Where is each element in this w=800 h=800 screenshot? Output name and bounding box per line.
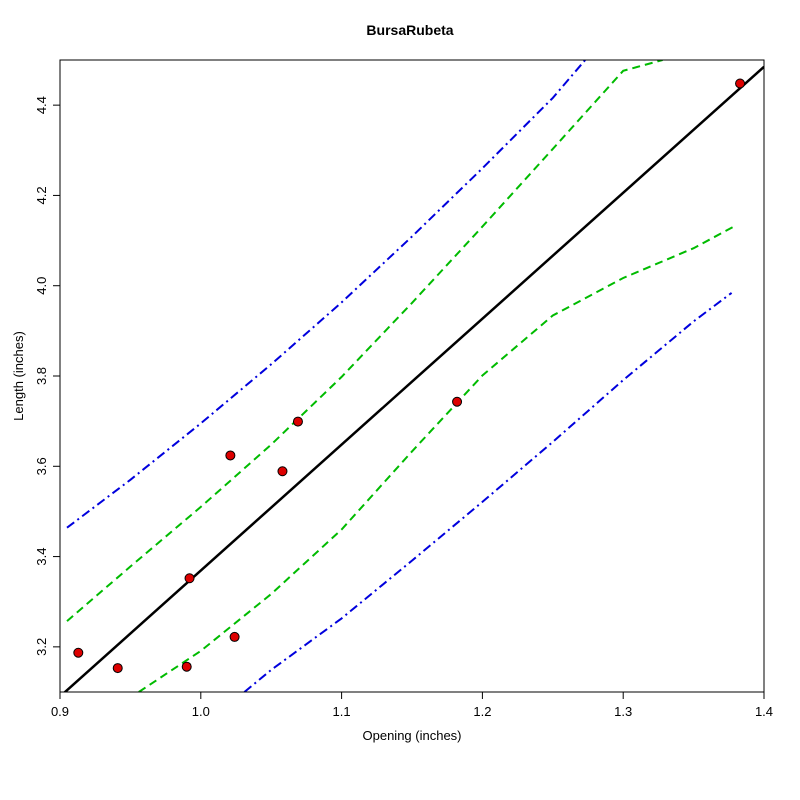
y-tick-label: 3.8 xyxy=(34,367,49,385)
y-tick-label: 3.2 xyxy=(34,638,49,656)
data-point xyxy=(229,631,240,642)
data-point xyxy=(735,78,746,89)
confidence-upper-line xyxy=(66,60,663,622)
plot-frame xyxy=(59,59,765,693)
data-point xyxy=(112,663,123,674)
data-point xyxy=(277,466,288,477)
data-point xyxy=(184,573,195,584)
data-point xyxy=(292,416,303,427)
x-axis: 0.9 1.0 1.1 1.2 1.3 1.4 xyxy=(51,692,773,719)
plot-area xyxy=(63,60,764,692)
data-point xyxy=(452,396,463,407)
confidence-lower-line xyxy=(138,226,734,692)
prediction-lower-line xyxy=(243,292,733,692)
data-point xyxy=(73,647,84,658)
data-points xyxy=(73,78,746,674)
band-lines xyxy=(63,60,764,692)
x-tick-label: 1.4 xyxy=(755,704,773,719)
y-tick-label: 4.2 xyxy=(34,186,49,204)
y-axis-label: Length (inches) xyxy=(11,331,26,421)
x-tick-label: 1.1 xyxy=(333,704,351,719)
data-point xyxy=(225,450,236,461)
data-point xyxy=(181,661,192,672)
y-tick-label: 4.4 xyxy=(34,96,49,114)
prediction-upper-line xyxy=(66,60,586,529)
y-tick-label: 3.6 xyxy=(34,457,49,475)
chart-title: BursaRubeta xyxy=(366,22,453,38)
y-tick-label: 3.4 xyxy=(34,548,49,566)
x-tick-label: 0.9 xyxy=(51,704,69,719)
y-tick-label: 4.0 xyxy=(34,277,49,295)
x-tick-label: 1.2 xyxy=(473,704,491,719)
fitted-line xyxy=(63,65,764,692)
x-axis-label: Opening (inches) xyxy=(363,728,462,743)
y-axis: 3.2 3.4 3.6 3.8 4.0 4.2 4.4 xyxy=(34,96,60,656)
x-tick-label: 1.3 xyxy=(614,704,632,719)
x-tick-label: 1.0 xyxy=(192,704,210,719)
